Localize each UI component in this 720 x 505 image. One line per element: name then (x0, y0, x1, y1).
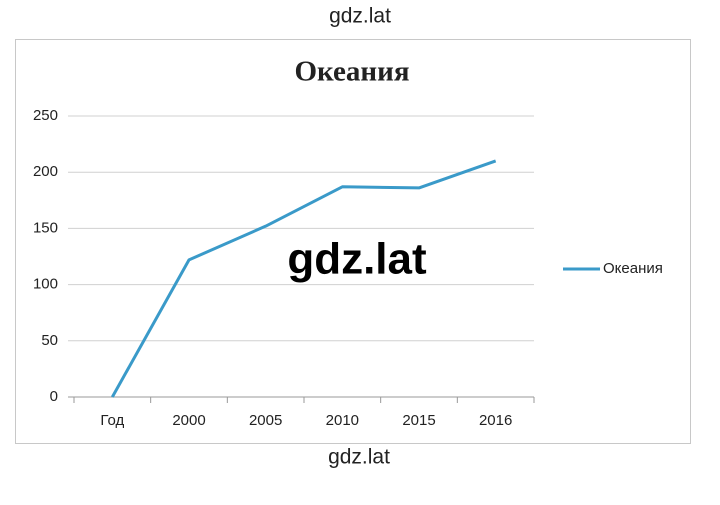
x-tick-label: 2005 (249, 412, 282, 429)
x-tick-label: 2016 (479, 412, 512, 429)
legend-label: Океания (603, 260, 663, 277)
watermark: gdz.lat (287, 235, 427, 284)
y-tick-label: 50 (41, 332, 58, 349)
chart-frame (15, 39, 691, 444)
y-tick-label: 250 (33, 107, 58, 124)
y-tick-label: 100 (33, 276, 58, 293)
watermark: gdz.lat (328, 446, 390, 469)
watermark: gdz.lat (329, 5, 391, 28)
x-tick-label: 2015 (402, 412, 435, 429)
y-tick-label: 200 (33, 163, 58, 180)
y-tick-label: 0 (50, 388, 58, 405)
x-tick-label: 2000 (172, 412, 205, 429)
y-tick-label: 150 (33, 219, 58, 236)
chart-title: Океания (294, 56, 409, 88)
x-tick-label: Год (100, 412, 124, 429)
x-tick-label: 2010 (326, 412, 359, 429)
data-line (111, 159, 497, 398)
